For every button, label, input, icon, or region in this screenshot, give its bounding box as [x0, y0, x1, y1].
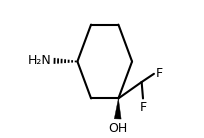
Polygon shape [114, 98, 121, 119]
Text: F: F [155, 67, 162, 80]
Text: F: F [140, 101, 147, 114]
Text: OH: OH [108, 122, 127, 135]
Text: H₂N: H₂N [28, 54, 51, 67]
